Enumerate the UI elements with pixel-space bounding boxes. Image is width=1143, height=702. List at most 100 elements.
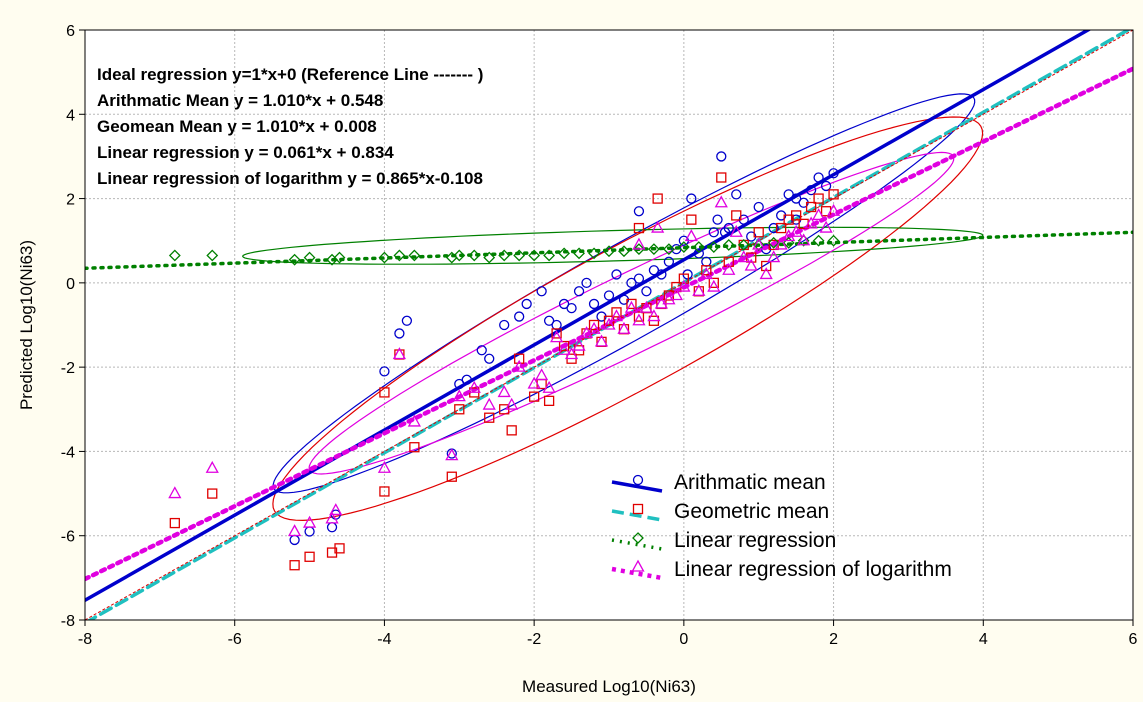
- point-geometric-mean: [708, 277, 719, 289]
- point-arithmatic-mean: [626, 277, 637, 289]
- y-tick-label: 4: [66, 107, 75, 124]
- point-linear-regression-of-logarithm: [651, 220, 665, 233]
- point-linear-regression-of-logarithm: [632, 237, 646, 250]
- point-linear-regression: [393, 249, 406, 262]
- equation-block: Ideal regression y=1*x+0 (Reference Line…: [97, 65, 483, 188]
- equation-1: Ideal regression y=1*x+0 (Reference Line…: [97, 65, 483, 84]
- point-geometric-mean: [701, 265, 712, 276]
- point-linear-regression-of-logarithm: [557, 342, 571, 355]
- point-arithmatic-mean: [820, 180, 832, 192]
- point-linear-regression-of-logarithm: [774, 237, 788, 250]
- point-linear-regression-of-logarithm: [737, 250, 751, 263]
- legend-label-linear-regression-of-logarithm: Linear regression of logarithm: [674, 558, 952, 581]
- point-geometric-mean: [611, 307, 622, 318]
- point-geometric-mean: [626, 298, 637, 310]
- point-linear-regression: [483, 251, 496, 264]
- legend-line-geometric-mean: [611, 509, 663, 522]
- point-arithmatic-mean: [573, 286, 585, 297]
- point-linear-regression: [812, 234, 825, 247]
- point-linear-regression-of-logarithm: [699, 267, 713, 280]
- point-linear-regression-of-logarithm: [602, 317, 616, 330]
- point-geometric-mean: [409, 442, 420, 453]
- x-tick-label: -8: [78, 631, 92, 648]
- point-linear-regression: [603, 245, 615, 258]
- point-arithmatic-mean: [712, 214, 723, 225]
- point-linear-regression: [588, 247, 600, 260]
- point-linear-regression-of-logarithm: [624, 300, 639, 313]
- point-linear-regression: [782, 236, 795, 249]
- point-geometric-mean: [334, 543, 345, 554]
- x-tick-label: -2: [527, 631, 541, 648]
- x-axis-ticks: -8 -6 -4 -2 0 2 4 6: [78, 620, 1138, 648]
- point-geometric-mean: [776, 222, 787, 234]
- point-linear-regression-of-logarithm: [684, 229, 698, 242]
- point-arithmatic-mean: [566, 302, 577, 314]
- point-linear-regression-of-logarithm: [205, 460, 219, 473]
- point-geometric-mean: [633, 222, 645, 234]
- plot-frame: [84, 29, 1134, 621]
- point-linear-regression-of-logarithm: [594, 334, 609, 347]
- point-arithmatic-mean: [588, 298, 600, 310]
- point-arithmatic-mean: [476, 345, 487, 356]
- point-linear-regression-of-logarithm: [669, 288, 683, 301]
- point-linear-regression-of-logarithm: [542, 380, 556, 393]
- point-arithmatic-mean: [461, 374, 472, 385]
- point-geometric-mean: [761, 260, 772, 272]
- point-linear-regression: [737, 239, 750, 251]
- point-geometric-mean: [454, 404, 465, 415]
- point-linear-regression: [647, 243, 660, 256]
- point-linear-regression-of-logarithm: [639, 300, 654, 313]
- x-tick-label: 4: [979, 631, 988, 648]
- point-arithmatic-mean: [708, 227, 719, 238]
- point-linear-regression-of-logarithm: [564, 347, 579, 360]
- point-geometric-mean: [652, 193, 663, 204]
- point-arithmatic-mean: [693, 248, 704, 259]
- point-linear-regression: [618, 245, 630, 258]
- y-axis-title: Predicted Log10(Ni63): [17, 240, 36, 410]
- y-axis-ticks: -8 -6 -4 -2 0 2 4 6: [61, 23, 85, 630]
- point-arithmatic-mean: [379, 366, 390, 377]
- point-linear-regression-of-logarithm: [789, 224, 803, 237]
- point-linear-regression-of-logarithm: [752, 237, 766, 250]
- point-geometric-mean: [588, 319, 600, 331]
- point-linear-regression-of-logarithm: [812, 208, 826, 221]
- point-linear-regression: [722, 239, 735, 251]
- point-arithmatic-mean: [813, 172, 824, 183]
- point-linear-regression-of-logarithm: [722, 262, 736, 275]
- point-linear-regression-of-logarithm: [535, 368, 549, 381]
- fit-line-linear-regression: [85, 230, 1133, 271]
- point-linear-regression: [378, 251, 391, 264]
- point-linear-regression-of-logarithm: [826, 203, 841, 216]
- point-linear-regression: [662, 243, 675, 256]
- point-linear-regression-of-logarithm: [329, 503, 343, 516]
- point-linear-regression-of-logarithm: [302, 515, 317, 528]
- point-linear-regression: [558, 247, 571, 260]
- point-arithmatic-mean: [768, 222, 779, 234]
- y-tick-label: 6: [66, 23, 75, 40]
- point-geometric-mean: [379, 387, 390, 398]
- point-linear-regression-of-logarithm: [325, 511, 339, 524]
- point-arithmatic-mean: [633, 273, 645, 284]
- point-linear-regression-of-logarithm: [497, 385, 511, 398]
- point-linear-regression-of-logarithm: [550, 330, 564, 343]
- point-linear-regression: [168, 249, 181, 262]
- point-geometric-mean: [790, 210, 802, 221]
- point-linear-regression: [206, 249, 219, 262]
- point-geometric-mean: [543, 395, 555, 407]
- y-tick-label: -6: [61, 529, 75, 546]
- point-arithmatic-mean: [484, 353, 495, 364]
- x-tick-label: 6: [1129, 631, 1138, 648]
- point-linear-regression-of-logarithm: [445, 448, 459, 461]
- point-linear-regression: [303, 251, 316, 264]
- x-tick-label: 0: [679, 631, 688, 648]
- legend-line-arithmatic-mean: [611, 480, 663, 493]
- y-tick-label: 0: [66, 276, 75, 293]
- legend-label-linear-regression: Linear regression: [674, 529, 836, 552]
- point-geometric-mean: [207, 488, 218, 499]
- point-geometric-mean: [169, 517, 180, 529]
- point-arithmatic-mean: [753, 201, 764, 213]
- point-geometric-mean: [484, 412, 495, 423]
- legend-label-arithmatic-mean: Arithmatic mean: [674, 471, 826, 494]
- point-linear-regression-of-logarithm: [452, 389, 466, 402]
